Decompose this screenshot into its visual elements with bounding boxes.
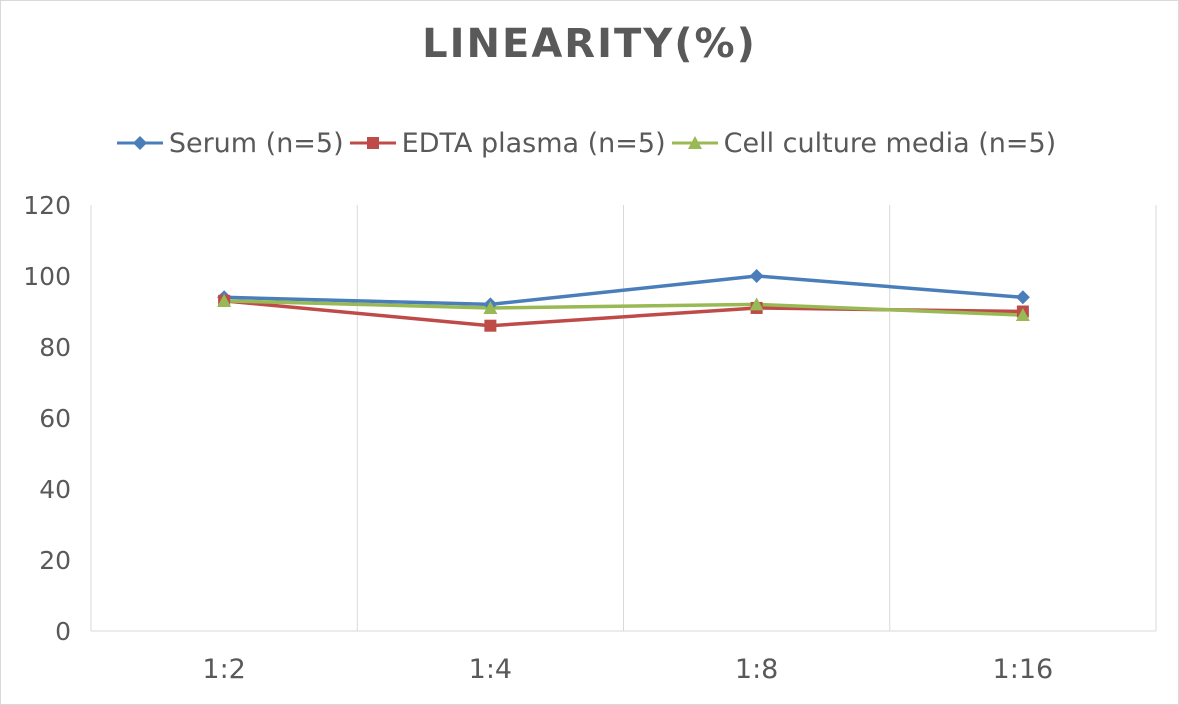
legend-item-edta-plasma: EDTA plasma (n=5) <box>349 127 666 159</box>
x-tick-label: 1:4 <box>469 654 512 685</box>
data-point-serum <box>749 269 764 283</box>
y-tick-label: 40 <box>39 475 71 504</box>
data-point-serum <box>1015 290 1030 305</box>
legend-label-cell-culture-media: Cell culture media (n=5) <box>723 127 1057 159</box>
x-tick-label: 1:8 <box>735 654 778 685</box>
y-tick-label: 100 <box>23 262 71 291</box>
legend-item-serum: Serum (n=5) <box>116 127 344 159</box>
x-tick-label: 1:2 <box>202 654 245 685</box>
series-line-serum <box>224 274 1024 307</box>
x-tick-label: 1:16 <box>993 654 1054 685</box>
legend-label-edta-plasma: EDTA plasma (n=5) <box>401 127 666 159</box>
data-point-cell-culture-media <box>217 293 232 307</box>
y-tick-label: 60 <box>39 404 71 433</box>
series-line-cell-culture-media <box>224 299 1023 317</box>
legend-label-serum: Serum (n=5) <box>168 127 344 159</box>
data-point-cell-culture-media <box>1015 308 1030 322</box>
legend-swatch-edta-plasma <box>349 137 396 149</box>
y-tick-label: 120 <box>23 191 71 220</box>
legend-swatch-cell-culture-media <box>671 136 718 149</box>
data-point-cell-culture-media <box>483 300 498 314</box>
data-point-cell-culture-media <box>749 297 764 311</box>
chart-title: LINEARITY(%) <box>422 21 757 67</box>
y-tick-label: 0 <box>55 617 71 646</box>
y-tick-label: 20 <box>39 546 71 575</box>
chart-legend: Serum (n=5) EDTA plasma (n=5) Cell cultu… <box>1 123 1178 163</box>
y-tick-label: 80 <box>39 333 71 362</box>
legend-swatch-serum <box>116 136 163 150</box>
legend-item-cell-culture-media: Cell culture media (n=5) <box>671 127 1057 159</box>
data-point-edta-plasma <box>484 319 497 332</box>
